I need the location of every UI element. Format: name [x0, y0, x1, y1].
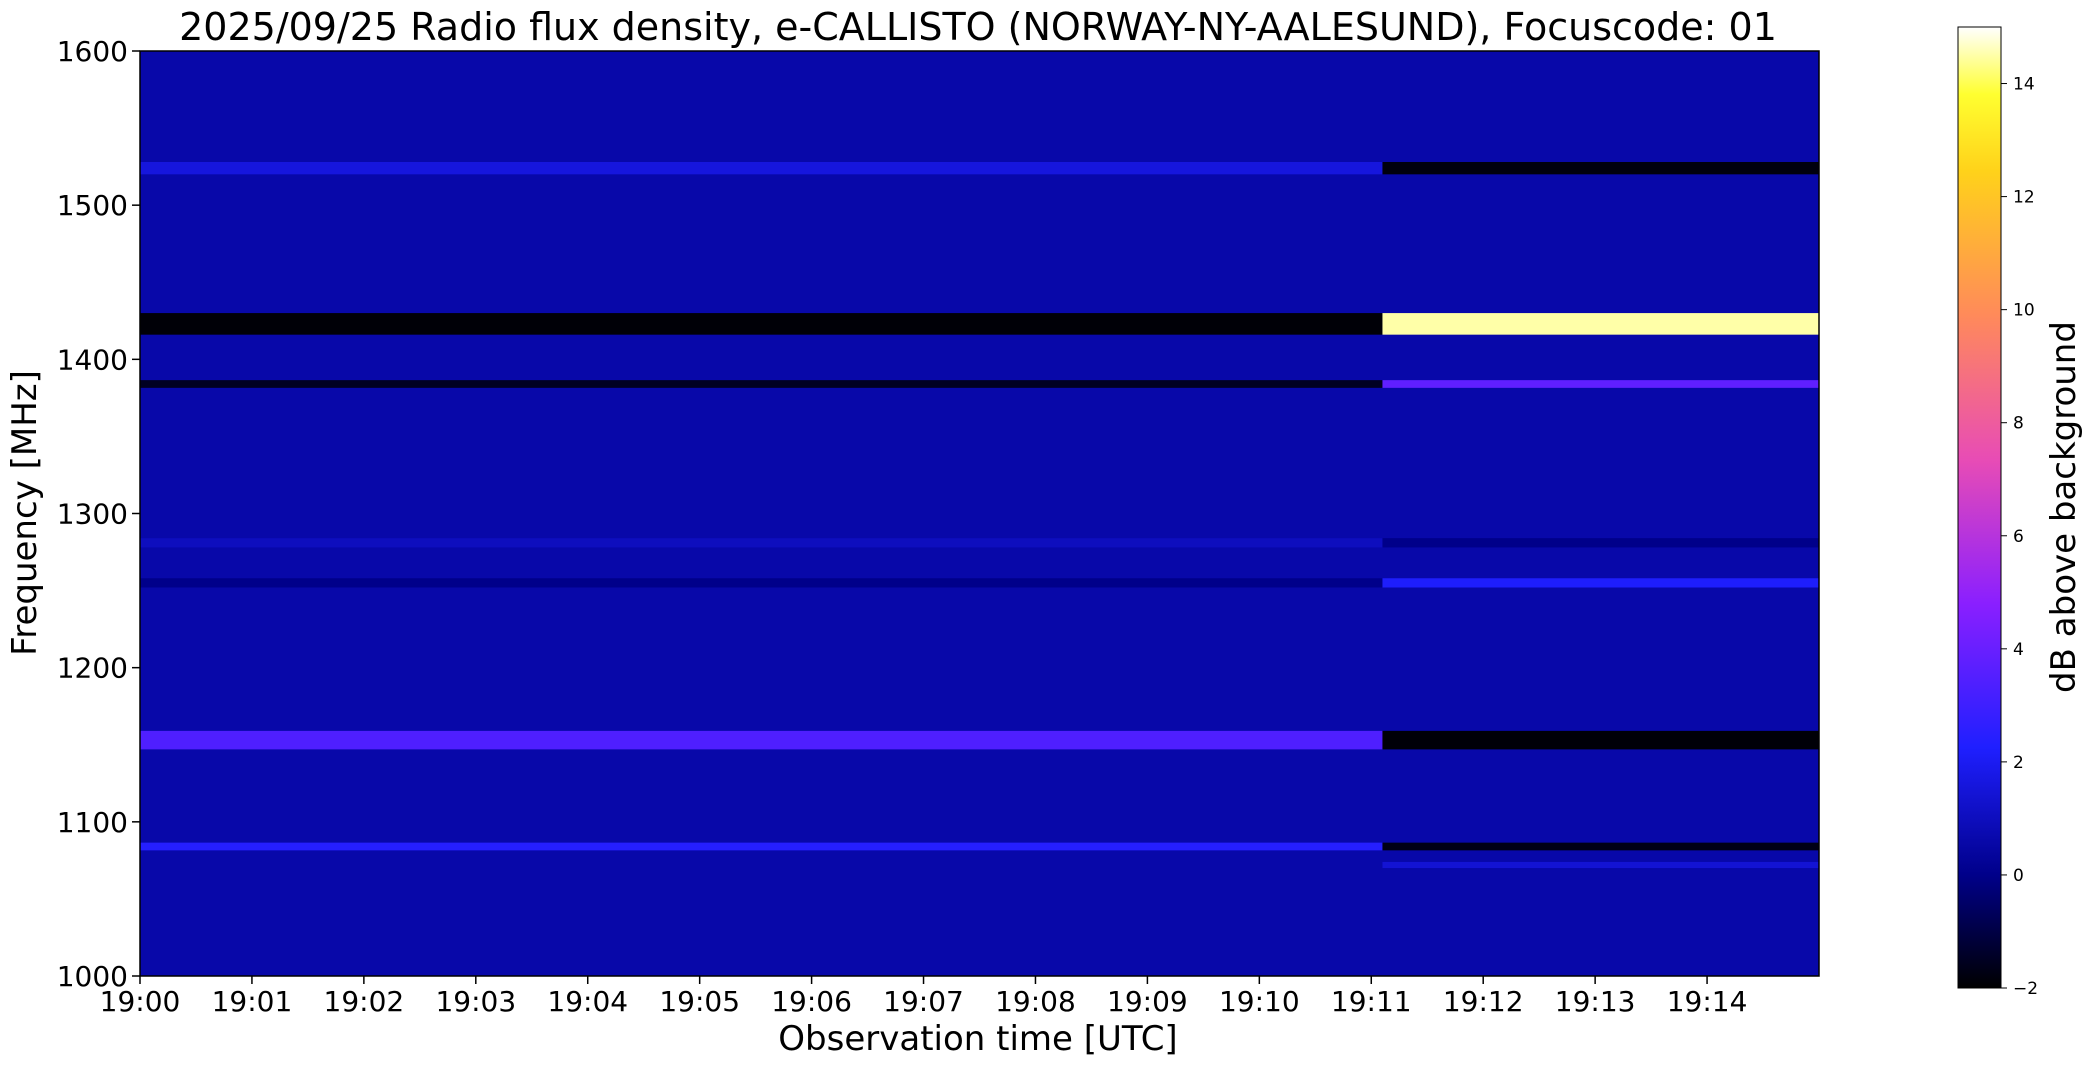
x-tick-label: 19:08 — [995, 985, 1076, 1018]
x-tick-label: 19:00 — [100, 985, 181, 1018]
x-tick-label: 19:07 — [883, 985, 964, 1018]
band-0-before — [140, 162, 1383, 175]
colorbar-axis: −2 0 2 4 6 8 10 12 14 — [2001, 75, 2038, 999]
y-tick-label: 1500 — [57, 189, 128, 222]
y-tick-label: 1400 — [57, 343, 128, 376]
x-tick-label: 19:06 — [771, 985, 852, 1018]
band-6-before — [140, 842, 1383, 851]
colorbar-label: dB above background — [2044, 321, 2084, 693]
x-tick-label: 19:05 — [659, 985, 740, 1018]
band-5-after — [1382, 730, 1819, 750]
colorbar-tick-label: 10 — [2013, 301, 2035, 321]
colorbar-tick-label: 12 — [2013, 188, 2035, 208]
x-tick-label: 19:11 — [1331, 985, 1412, 1018]
colorbar-tick-label: 14 — [2013, 75, 2035, 95]
band-5-before — [140, 730, 1383, 750]
x-tick-label: 19:02 — [324, 985, 405, 1018]
x-tick-label: 19:12 — [1443, 985, 1524, 1018]
chart-title: 2025/09/25 Radio flux density, e-CALLIST… — [179, 5, 1777, 49]
plot-background — [140, 51, 1819, 976]
heatmap-bands — [140, 162, 1819, 869]
y-tick-label: 1000 — [57, 960, 128, 993]
x-axis-label: Observation time [UTC] — [778, 1019, 1177, 1059]
x-tick-label: 19:10 — [1219, 985, 1300, 1018]
x-axis: 19:00 19:01 19:02 19:03 19:04 19:05 19:06 19:07… — [100, 976, 1748, 1018]
y-tick-label: 1100 — [57, 806, 128, 839]
x-tick-label: 19:14 — [1667, 985, 1748, 1018]
colorbar-tick-label: 2 — [2013, 753, 2024, 773]
x-tick-label: 19:01 — [212, 985, 293, 1018]
band-3-before — [140, 538, 1383, 548]
band-2-after — [1382, 380, 1819, 388]
colorbar — [1957, 26, 2002, 989]
y-tick-label: 1200 — [57, 652, 128, 685]
band-3-after — [1382, 538, 1819, 548]
band-6-after — [1382, 842, 1819, 851]
band-4-after — [1382, 578, 1819, 588]
x-tick-label: 19:04 — [547, 985, 628, 1018]
colorbar-tick-label: 0 — [2013, 866, 2024, 886]
band-2-before — [140, 380, 1383, 388]
band-7-after — [1382, 861, 1819, 869]
y-tick-label: 1300 — [57, 498, 128, 531]
band-0-after — [1382, 162, 1819, 175]
colorbar-tick-label: 4 — [2013, 640, 2024, 660]
band-7-before — [140, 861, 1383, 869]
x-tick-label: 19:09 — [1107, 985, 1188, 1018]
band-1-before — [140, 313, 1383, 335]
colorbar-tick-label: 6 — [2013, 527, 2024, 547]
y-axis-label: Frequency [MHz] — [5, 370, 45, 656]
x-tick-label: 19:13 — [1555, 985, 1636, 1018]
x-tick-label: 19:03 — [435, 985, 516, 1018]
colorbar-tick-label: 8 — [2013, 414, 2024, 434]
colorbar-tick-label: −2 — [2013, 979, 2038, 999]
y-tick-label: 1600 — [57, 35, 128, 68]
band-4-before — [140, 578, 1383, 588]
y-axis: 1000 1100 1200 1300 1400 1500 1600 — [57, 35, 140, 993]
band-1-after — [1382, 313, 1819, 335]
